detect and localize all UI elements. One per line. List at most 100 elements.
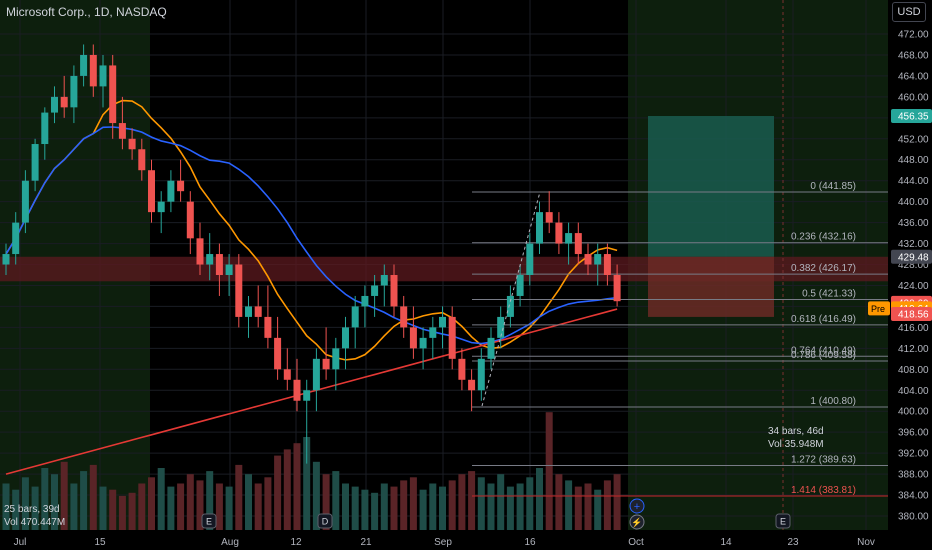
- volume-bar: [439, 486, 446, 530]
- volume-bar: [225, 486, 233, 530]
- candle-body[interactable]: [264, 316, 272, 338]
- candle-body[interactable]: [361, 295, 369, 307]
- candle-body[interactable]: [468, 379, 476, 391]
- candle-body[interactable]: [99, 65, 107, 87]
- candle-body[interactable]: [293, 379, 301, 401]
- candle-body[interactable]: [274, 337, 282, 370]
- volume-bar: [526, 477, 534, 530]
- add-alert-icon[interactable]: [629, 498, 645, 514]
- volume-bar: [167, 486, 175, 530]
- candle-body[interactable]: [225, 264, 233, 275]
- volume-bar: [506, 486, 514, 530]
- candle-body[interactable]: [186, 201, 194, 239]
- candle-body[interactable]: [118, 123, 126, 139]
- event-marker-label: E: [780, 517, 786, 527]
- ma-mid-line: [5, 126, 618, 345]
- lightning-icon[interactable]: [629, 514, 645, 530]
- candle-body[interactable]: [477, 358, 485, 391]
- price-tick-label: 416.00: [898, 323, 929, 334]
- volume-bar: [196, 480, 204, 530]
- volume-bar: [283, 449, 291, 530]
- candle-body[interactable]: [51, 96, 58, 113]
- volume-bar: [400, 480, 408, 530]
- volume-bar: [351, 486, 359, 530]
- price-scale-panel[interactable]: [888, 0, 932, 550]
- candle-body[interactable]: [603, 254, 611, 275]
- candle-body[interactable]: [206, 254, 214, 265]
- candle-body[interactable]: [526, 243, 534, 275]
- candle-body[interactable]: [371, 285, 379, 296]
- candle-body[interactable]: [565, 233, 573, 244]
- candle-body[interactable]: [555, 222, 563, 244]
- event-marker[interactable]: [317, 513, 333, 529]
- candle-body[interactable]: [574, 233, 582, 255]
- candle-body[interactable]: [332, 348, 340, 370]
- time-axis[interactable]: [0, 530, 932, 550]
- volume-bar: [477, 477, 485, 530]
- currency-button[interactable]: USD: [892, 2, 926, 22]
- price-label: 456.35: [898, 111, 929, 122]
- candle-body[interactable]: [196, 238, 204, 265]
- candle-body[interactable]: [303, 390, 311, 401]
- candle-body[interactable]: [429, 327, 437, 338]
- candle-body[interactable]: [342, 327, 349, 349]
- price-tick-label: 440.00: [898, 197, 929, 208]
- candle-body[interactable]: [148, 170, 155, 213]
- candle-body[interactable]: [12, 222, 20, 255]
- volume-bar: [409, 477, 417, 530]
- candle-body[interactable]: [458, 358, 466, 380]
- candle-body[interactable]: [128, 138, 136, 150]
- candle-body[interactable]: [70, 75, 78, 108]
- candle-body[interactable]: [138, 149, 146, 171]
- candle-body[interactable]: [89, 54, 97, 87]
- time-tick-label: Oct: [628, 537, 644, 548]
- volume-bar: [545, 412, 553, 530]
- candle-body[interactable]: [21, 180, 29, 223]
- candle-body[interactable]: [41, 112, 49, 145]
- event-marker[interactable]: [201, 513, 217, 529]
- candle-body[interactable]: [157, 201, 165, 213]
- candle-body[interactable]: [409, 327, 417, 349]
- plus-icon[interactable]: +: [634, 501, 640, 513]
- candle-body[interactable]: [487, 337, 495, 359]
- candle-body[interactable]: [390, 275, 398, 307]
- candle-body[interactable]: [613, 275, 621, 302]
- candle-body[interactable]: [536, 212, 543, 244]
- event-marker[interactable]: [775, 513, 791, 529]
- candle-body[interactable]: [177, 180, 185, 192]
- candle-body[interactable]: [322, 358, 330, 370]
- candle-body[interactable]: [506, 295, 514, 317]
- candle-body[interactable]: [254, 306, 262, 317]
- candle-body[interactable]: [235, 264, 243, 317]
- candle-body[interactable]: [60, 96, 68, 108]
- candle-body[interactable]: [584, 254, 592, 265]
- candle-body[interactable]: [516, 275, 524, 296]
- candle-body[interactable]: [439, 316, 446, 328]
- candle-body[interactable]: [2, 254, 10, 265]
- symbol-title[interactable]: Microsoft Corp., 1D, NASDAQ: [6, 5, 167, 19]
- candle-body[interactable]: [400, 306, 408, 328]
- time-tick-label: Sep: [434, 537, 452, 548]
- volume-bar: [215, 483, 223, 530]
- candle-body[interactable]: [109, 65, 117, 124]
- candle-body[interactable]: [245, 306, 252, 317]
- candle-body[interactable]: [497, 316, 505, 338]
- candle-body[interactable]: [380, 275, 388, 286]
- candle-body[interactable]: [312, 358, 320, 391]
- candle-body[interactable]: [448, 316, 456, 359]
- candle-body[interactable]: [31, 144, 39, 181]
- candle-body[interactable]: [80, 54, 88, 76]
- time-tick-label: 12: [290, 537, 302, 548]
- candle-body[interactable]: [545, 212, 553, 223]
- candle-body[interactable]: [215, 254, 223, 275]
- volume-bar: [342, 483, 349, 530]
- candle-body[interactable]: [419, 337, 427, 349]
- volume-bar: [303, 437, 311, 530]
- candle-body[interactable]: [351, 306, 359, 328]
- candle-body[interactable]: [594, 254, 602, 265]
- volume-bar: [12, 489, 20, 530]
- candle-body[interactable]: [283, 369, 291, 380]
- candle-body[interactable]: [167, 180, 175, 202]
